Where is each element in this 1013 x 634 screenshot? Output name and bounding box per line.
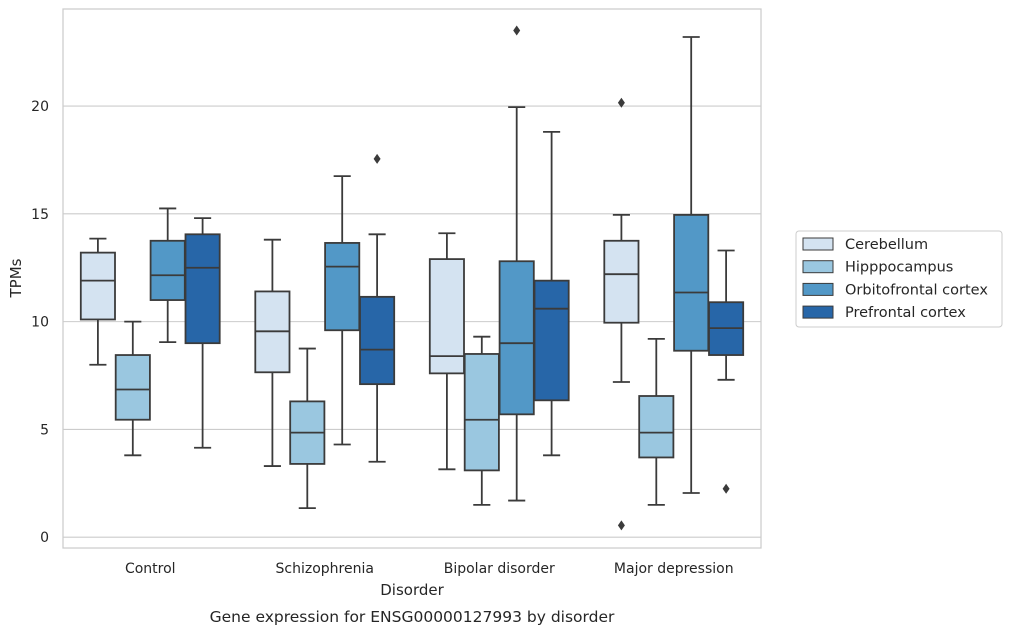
- outlier-point: [373, 153, 381, 164]
- box-groups: [79, 25, 745, 531]
- legend-label: Hipppocampus: [845, 260, 953, 276]
- box-hipppocampus: [114, 320, 151, 457]
- legend-swatch: [802, 305, 834, 319]
- iqr-box: [533, 279, 570, 402]
- y-tick-label: 20: [31, 99, 49, 115]
- legend: Cerebellum Hipppocampus Orbitofrontal cort…: [795, 230, 1003, 328]
- y-axis-label: TPMs: [7, 258, 25, 298]
- legend-swatch: [802, 237, 834, 251]
- iqr-box: [638, 395, 675, 459]
- iqr-box: [184, 233, 221, 345]
- iqr-box: [673, 213, 710, 352]
- iqr-box: [324, 242, 361, 332]
- plot-area-frame: [62, 8, 762, 549]
- iqr-box: [114, 354, 151, 421]
- box-orbitofrontal-cortex: [149, 207, 186, 344]
- box-cerebellum: [79, 237, 116, 366]
- iqr-box: [498, 260, 535, 416]
- legend-label: Prefrontal cortex: [845, 305, 966, 321]
- iqr-box: [149, 239, 186, 301]
- chart-caption: Gene expression for ENSG00000127993 by d…: [210, 608, 615, 626]
- box-prefrontal-cortex: [533, 130, 570, 457]
- box-orbitofrontal-cortex: [324, 175, 361, 446]
- outlier-point: [722, 483, 730, 494]
- y-tick-labels: 0 5 10 15 20: [31, 99, 49, 546]
- box-cerebellum: [254, 238, 291, 467]
- y-tick-label: 0: [40, 530, 49, 546]
- box-cerebellum: [603, 97, 640, 531]
- iqr-box: [463, 353, 500, 472]
- box-prefrontal-cortex: [359, 153, 396, 463]
- outlier-point: [617, 97, 625, 108]
- box-hipppocampus: [289, 347, 326, 510]
- box-prefrontal-cortex: [708, 249, 745, 494]
- legend-label: Orbitofrontal cortex: [845, 282, 988, 298]
- x-tick-label: Schizophrenia: [276, 561, 374, 577]
- x-axis-label: Disorder: [380, 581, 444, 599]
- box-hipppocampus: [463, 335, 500, 506]
- iqr-box: [79, 251, 116, 321]
- y-tick-label: 5: [40, 422, 49, 438]
- legend-label: Cerebellum: [845, 237, 928, 253]
- box-cerebellum: [428, 232, 465, 471]
- x-tick-labels: Control Schizophrenia Bipolar disorder Majo…: [125, 561, 734, 577]
- box-orbitofrontal-cortex: [673, 36, 710, 494]
- x-tick-label: Major depression: [614, 561, 734, 577]
- x-tick-label: Bipolar disorder: [444, 561, 555, 577]
- y-tick-label: 15: [31, 207, 49, 223]
- legend-swatch: [802, 260, 834, 274]
- iqr-box: [428, 258, 465, 375]
- iqr-box: [603, 239, 640, 324]
- legend-frame: [795, 230, 1003, 328]
- y-tick-label: 10: [31, 315, 49, 331]
- legend-swatch: [802, 282, 834, 296]
- x-tick-label: Control: [125, 561, 176, 577]
- box-orbitofrontal-cortex: [498, 25, 535, 502]
- box-prefrontal-cortex: [184, 217, 221, 449]
- box-hipppocampus: [638, 337, 675, 506]
- outlier-point: [617, 520, 625, 531]
- outlier-point: [513, 25, 521, 36]
- iqr-box: [359, 295, 396, 386]
